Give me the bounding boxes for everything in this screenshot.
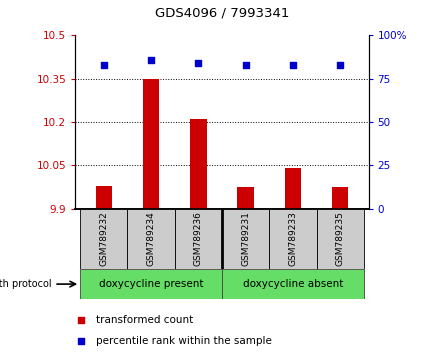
Text: transformed count: transformed count (96, 315, 193, 325)
Bar (284, 169, 301, 209)
Bar (95, 186, 112, 209)
Text: growth protocol: growth protocol (0, 279, 52, 289)
Text: GSM789233: GSM789233 (288, 211, 297, 267)
Bar (174, 209, 221, 269)
Point (289, 62, 296, 68)
Point (100, 62, 107, 68)
Text: GSM789231: GSM789231 (240, 211, 249, 267)
Bar (142, 79, 159, 209)
Bar (190, 119, 206, 209)
Text: GSM789232: GSM789232 (99, 212, 108, 266)
Point (336, 62, 343, 68)
Bar (237, 187, 253, 209)
Point (242, 62, 249, 68)
Point (78, 317, 85, 322)
Bar (221, 209, 269, 269)
Text: GSM789234: GSM789234 (146, 212, 155, 266)
Bar (316, 209, 363, 269)
Text: percentile rank within the sample: percentile rank within the sample (96, 336, 271, 346)
Bar (80, 269, 221, 299)
Bar (269, 209, 316, 269)
Point (147, 57, 154, 63)
Point (194, 60, 201, 66)
Point (78, 338, 85, 343)
Text: doxycycline present: doxycycline present (98, 279, 203, 289)
Bar (80, 209, 127, 269)
Text: GSM789235: GSM789235 (335, 211, 344, 267)
Bar (127, 209, 174, 269)
Text: doxycycline absent: doxycycline absent (242, 279, 342, 289)
Bar (331, 187, 347, 209)
Text: GDS4096 / 7993341: GDS4096 / 7993341 (154, 6, 289, 19)
Bar (221, 269, 363, 299)
Text: GSM789236: GSM789236 (194, 211, 203, 267)
